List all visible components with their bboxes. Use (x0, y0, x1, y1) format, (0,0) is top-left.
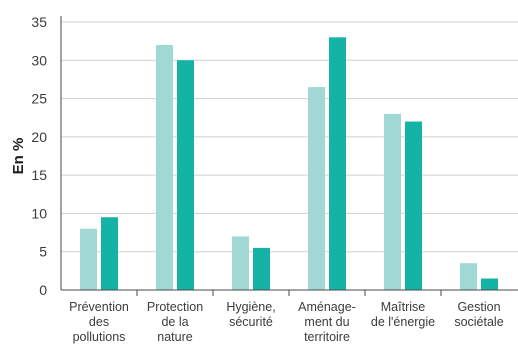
gridlines (61, 21, 518, 253)
bar (232, 236, 249, 290)
category-label-line: Protection (147, 300, 203, 314)
category-label-line: pollutions (73, 330, 126, 344)
category-label-line: de la (161, 315, 188, 329)
category-label-line: Maîtrise (381, 300, 426, 314)
y-axis-label: En % (10, 138, 27, 175)
category-label: Protection de la nature (147, 300, 203, 344)
category-label-line: sociétale (454, 315, 503, 329)
x-axis-ticks (136, 290, 442, 296)
bar (80, 228, 97, 290)
bar (405, 121, 422, 291)
y-tick-label: 35 (31, 14, 47, 30)
category-label-line: Prévention (69, 300, 129, 314)
category-label-line: des (89, 315, 109, 329)
bar (156, 44, 173, 290)
y-tick-label: 5 (39, 244, 47, 260)
category-label-line: ment du (304, 315, 349, 329)
category-label-line: sécurité (229, 315, 273, 329)
category-label: Aménage-ment du territoire (298, 300, 356, 344)
bar (384, 113, 401, 290)
category-label-line: nature (157, 330, 192, 344)
y-tick-label: 25 (31, 91, 47, 107)
bar (177, 60, 194, 291)
y-tick-label: 15 (31, 167, 47, 183)
bar (253, 247, 270, 290)
bar (308, 87, 325, 290)
category-label: Maîtrise de l'énergie (371, 300, 435, 329)
category-label-line: Hygiène, (226, 300, 275, 314)
bars (80, 37, 498, 291)
category-label-line: territoire (304, 330, 350, 344)
bar (460, 263, 477, 290)
y-axis-ticks: 0 5 10 15 20 25 30 35 (31, 14, 47, 298)
y-tick-label: 20 (31, 129, 47, 145)
y-tick-label: 30 (31, 52, 47, 68)
y-tick-label: 0 (39, 282, 47, 298)
category-label-line: Gestion (457, 300, 500, 314)
category-label: Hygiène, sécurité (226, 300, 275, 329)
category-label-line: Aménage- (298, 300, 356, 314)
bar (329, 37, 346, 290)
bar (101, 217, 118, 290)
category-label-line: de l'énergie (371, 315, 435, 329)
category-label: Prévention des pollutions (69, 300, 129, 344)
category-label: Gestion sociétale (454, 300, 503, 329)
category-labels: Prévention des pollutions Protection de la na… (69, 300, 504, 344)
bar (481, 278, 498, 290)
y-tick-label: 10 (31, 205, 47, 221)
